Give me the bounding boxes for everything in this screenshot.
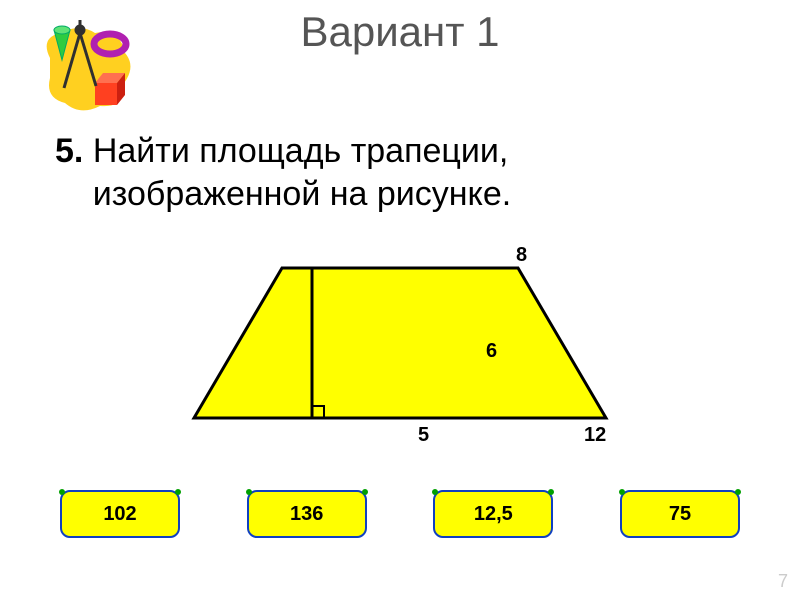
page-number: 7 <box>778 571 788 592</box>
answer-label: 136 <box>290 503 323 526</box>
answer-option-2[interactable]: 136 <box>247 490 367 538</box>
page-title: Вариант 1 <box>0 8 800 56</box>
question-text: 5. Найти площадь трапеции, изображенной … <box>55 130 735 215</box>
question-number: 5. <box>55 132 83 170</box>
answer-row: 102 136 12,5 75 <box>60 490 740 538</box>
trapezoid-figure: 8 6 5 12 <box>180 248 620 458</box>
answer-label: 102 <box>103 503 136 526</box>
question-line1: Найти площадь трапеции, <box>93 132 509 170</box>
label-bottom-right: 12 <box>584 424 606 447</box>
label-top-base: 8 <box>516 244 527 267</box>
label-height: 6 <box>486 340 497 363</box>
label-left-offset: 5 <box>418 424 429 447</box>
answer-option-4[interactable]: 75 <box>620 490 740 538</box>
question-line2: изображенной на рисунке. <box>93 175 511 213</box>
answer-option-1[interactable]: 102 <box>60 490 180 538</box>
answer-label: 12,5 <box>474 503 513 526</box>
answer-label: 75 <box>669 503 691 526</box>
answer-option-3[interactable]: 12,5 <box>433 490 553 538</box>
